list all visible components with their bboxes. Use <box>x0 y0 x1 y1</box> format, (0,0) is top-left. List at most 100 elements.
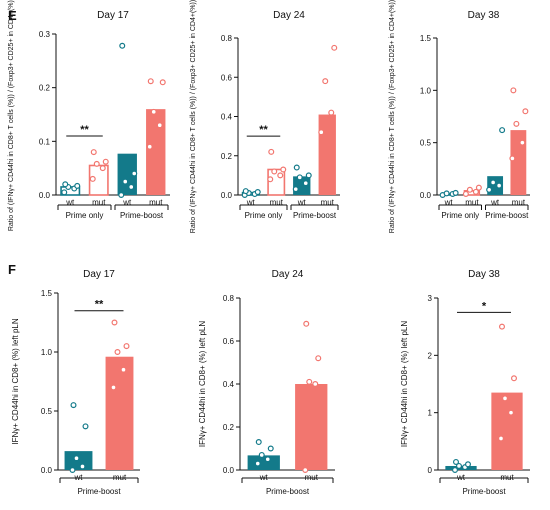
data-point <box>62 181 69 188</box>
x-tick-label: mut <box>92 198 106 207</box>
data-point <box>513 120 520 127</box>
y-axis-label: IFNγ+ CD44hi in CD8+ (%) left pLN <box>198 321 207 447</box>
data-point <box>114 349 121 356</box>
data-point <box>312 381 319 388</box>
data-point <box>61 189 68 196</box>
data-point <box>280 166 287 173</box>
y-tick-label: 1.5 <box>420 34 432 43</box>
group-label: Prime only <box>245 211 283 220</box>
data-point <box>475 184 482 191</box>
data-point <box>499 323 506 330</box>
data-point <box>502 395 509 402</box>
data-point <box>453 458 460 465</box>
data-point <box>267 176 274 183</box>
bar-mut <box>105 356 134 470</box>
x-tick-label: wt <box>246 198 256 207</box>
data-point <box>486 186 493 193</box>
data-point <box>79 463 86 470</box>
y-tick-label: 0.5 <box>420 139 432 148</box>
data-point <box>499 127 506 134</box>
chart-title: Day 17 <box>97 10 129 21</box>
y-tick-label: 0.0 <box>39 191 51 200</box>
y-tick-label: 0.3 <box>39 30 51 39</box>
data-point <box>328 109 335 116</box>
data-point <box>452 467 459 474</box>
data-point <box>110 384 117 391</box>
bar-mut <box>491 392 523 470</box>
data-point <box>99 165 106 172</box>
data-point <box>466 186 473 193</box>
y-tick-label: 0.2 <box>39 84 51 93</box>
data-point <box>73 455 80 462</box>
data-point <box>277 172 284 179</box>
bar-mut <box>318 114 336 195</box>
data-point <box>271 168 278 175</box>
chart-panel-2: Day 24 0.0 0.2 0.4 0.6 0.8 Ratio of (IFNγ+ CD4… <box>190 0 340 233</box>
bar-mut <box>510 130 527 195</box>
y-tick-label: 3 <box>428 294 433 303</box>
x-tick-label: mut <box>321 198 335 207</box>
data-point <box>522 108 529 115</box>
data-point <box>102 158 109 165</box>
x-tick-label: wt <box>65 198 75 207</box>
data-point <box>268 148 275 155</box>
x-tick-label: wt <box>297 198 307 207</box>
data-point <box>462 190 469 197</box>
chart-title: Day 38 <box>468 10 500 21</box>
chart-title: Day 38 <box>468 269 500 280</box>
data-point <box>302 467 309 474</box>
x-tick-label: mut <box>270 198 284 207</box>
x-tick-label: wt <box>444 198 454 207</box>
significance-stars: ** <box>80 124 89 136</box>
x-tick-label: wt <box>490 198 500 207</box>
data-point <box>159 79 166 86</box>
chart-title: Day 24 <box>273 10 305 21</box>
data-point <box>146 143 153 150</box>
data-point <box>318 129 325 136</box>
data-point <box>254 460 261 467</box>
x-tick-label: mut <box>512 198 526 207</box>
y-tick-label: 0.0 <box>420 191 432 200</box>
y-tick-label: 0.1 <box>39 137 51 146</box>
y-tick-label: 0.6 <box>223 337 235 346</box>
group-label: Prime-boost <box>77 487 121 496</box>
data-point <box>70 402 77 409</box>
data-point <box>69 467 76 474</box>
group-label: Prime-boost <box>462 487 506 496</box>
data-point <box>296 174 303 181</box>
y-tick-label: 0.8 <box>223 294 235 303</box>
data-point <box>128 183 135 190</box>
data-point <box>242 188 249 195</box>
data-point <box>452 189 459 196</box>
data-point <box>510 87 517 94</box>
group-label: Prime-boost <box>120 211 164 220</box>
data-point <box>90 149 97 156</box>
y-tick-label: 0.0 <box>41 466 53 475</box>
data-point <box>89 175 96 182</box>
data-point <box>255 439 262 446</box>
group-label: Prime-boost <box>266 487 310 496</box>
data-point <box>131 170 138 177</box>
panel-letter-e: E <box>8 8 17 23</box>
y-tick-label: 0.5 <box>41 407 53 416</box>
data-point <box>490 179 497 186</box>
y-axis-label: Ratio of (IFNγ+ CD44hi in CD8+ T cells (… <box>389 0 396 233</box>
data-point <box>118 192 125 199</box>
data-point <box>322 78 329 85</box>
y-tick-label: 0.0 <box>223 466 235 475</box>
bar-mut <box>295 384 328 470</box>
data-point <box>303 320 310 327</box>
significance-stars: * <box>482 300 487 312</box>
y-tick-label: 1 <box>428 409 433 418</box>
chart-title: Day 24 <box>272 269 304 280</box>
group-label: Prime only <box>66 211 104 220</box>
chart-panel-4: Day 17 0.0 0.5 1.0 1.5 IFNγ+ CD44hi in CD8+ (… <box>11 269 140 496</box>
data-point <box>472 188 479 195</box>
data-point <box>74 182 81 189</box>
group-label: Prime only <box>441 211 479 220</box>
data-point <box>331 44 338 51</box>
panel-letter-f: F <box>8 262 16 277</box>
chart-panel-5: Day 24 0.0 0.2 0.4 0.6 0.8 IFNγ+ CD44hi in CD8… <box>198 269 335 496</box>
data-point <box>150 108 157 115</box>
